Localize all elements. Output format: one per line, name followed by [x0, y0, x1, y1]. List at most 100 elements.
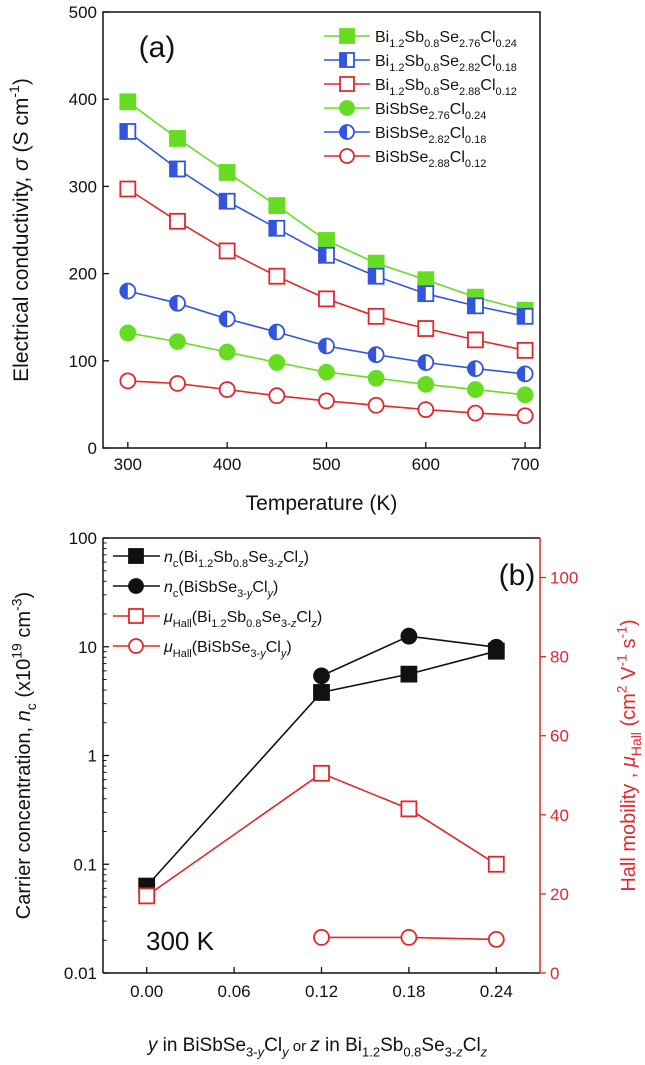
marker-shape [400, 627, 418, 645]
marker-outline [169, 160, 186, 178]
legend-marker [128, 548, 144, 564]
x-axis-title-part: in BiSbSe [157, 1035, 246, 1056]
data-point [367, 307, 385, 325]
x-axis-title-part: Se [421, 1035, 444, 1056]
marker-shape [516, 386, 534, 404]
y-right-tick-label: 40 [550, 806, 569, 825]
data-point [169, 130, 186, 147]
y-right-tick-label: 60 [550, 727, 569, 746]
y-left-axis-title-part: n [13, 710, 35, 721]
marker-outline [516, 365, 534, 383]
legend-label-part: 0.18 [465, 134, 486, 146]
data-point [119, 324, 137, 342]
marker-outline [318, 246, 335, 264]
y-left-tick-label: 0.1 [73, 855, 97, 874]
legend-label: BiSbSe2.82Cl0.18 [375, 125, 486, 146]
legend-label-part: 2.82 [459, 62, 480, 74]
series-line [146, 650, 497, 887]
series-2 [119, 180, 534, 359]
y-left-axis-title-part: 19 [9, 643, 25, 659]
marker-shape [268, 267, 286, 285]
data-point [400, 665, 418, 683]
legend-label-part: Hall [173, 648, 192, 660]
marker-half [120, 123, 128, 139]
legend-label-part: c [173, 588, 179, 600]
data-point [400, 800, 418, 818]
legend-marker [339, 28, 355, 44]
y-axis-title-part: -1 [6, 85, 22, 98]
panel-a-chart: 300 400 500 600 700 0 100 200 300 400 500 Temperatu… [6, 3, 541, 515]
legend-label: nc(BiSbSe3-yCly) [164, 579, 278, 600]
marker-shape [313, 764, 330, 782]
legend-label-part: 0.24 [465, 110, 486, 122]
marker-shape [339, 28, 355, 44]
data-point [218, 310, 236, 328]
data-point [119, 123, 137, 140]
data-point [218, 343, 236, 361]
marker-shape [218, 242, 236, 260]
marker-shape [318, 232, 335, 249]
marker-shape [169, 375, 186, 392]
y-axis-title-part: (S cm [10, 98, 33, 159]
data-point [169, 212, 186, 230]
y-left-axis-title-part: Carrier concentration, [13, 721, 35, 919]
legend-label-part: (BiSbSe [192, 639, 251, 656]
data-point [516, 365, 534, 383]
x-axis-title-part: or [289, 1038, 311, 1055]
legend-label-part: Bi [375, 29, 389, 46]
series-3 [119, 324, 534, 404]
legend-label-part: Se [439, 53, 459, 70]
y-left-axis-title-part: cm [13, 611, 35, 643]
data-point [313, 929, 330, 946]
legend-label-part: (BiSbSe [178, 579, 237, 596]
x-axis-title-part: z [480, 1045, 488, 1060]
data-point [218, 164, 236, 181]
x-tick-label: 300 [114, 455, 142, 474]
legend-label-part: c [173, 558, 179, 570]
marker-shape [318, 392, 335, 410]
data-point [268, 197, 286, 214]
data-point [516, 307, 534, 325]
legend-label-part: z [297, 558, 304, 570]
data-point [467, 381, 484, 398]
legend-label: Bi1.2Sb0.8Se2.82Cl0.18 [375, 53, 517, 74]
legend-label-part: Se [248, 549, 268, 566]
y-left-axis-title-part: c [23, 703, 39, 710]
marker-half [219, 193, 228, 209]
legend-label-part: z [310, 618, 317, 630]
data-point [318, 392, 335, 410]
data-point [268, 219, 286, 237]
data-point [318, 246, 335, 264]
series-1 [313, 627, 505, 685]
marker-shape [467, 331, 484, 349]
legend-label: μHall(BiSbSe3-yCly) [163, 639, 292, 660]
series-1 [119, 123, 534, 325]
marker-shape [169, 130, 186, 147]
marker-shape [268, 387, 286, 405]
legend-label-part: μ [163, 639, 173, 656]
data-point [516, 407, 534, 425]
series-2 [138, 764, 505, 905]
data-point [119, 372, 137, 390]
data-point [268, 323, 286, 341]
marker-outline [467, 297, 484, 315]
marker-shape [313, 667, 330, 685]
marker-half [368, 268, 377, 284]
marker-shape [417, 271, 435, 289]
x-tick-label: 0.06 [218, 982, 251, 1001]
legend-label-part: 3- [281, 618, 291, 630]
legend-label-part: Bi [375, 53, 389, 70]
marker-shape [467, 381, 484, 398]
marker-outline [318, 337, 335, 355]
legend-label-part: y [267, 588, 275, 600]
x-axis-title-part: y [146, 1035, 159, 1056]
panel-b-chart: 0.00 0.06 0.12 0.18 0.24 0.01 0.1 1 10 100 0 20 40 60… [9, 529, 644, 1060]
marker-shape [119, 93, 137, 111]
data-point [268, 354, 286, 371]
series-4 [119, 282, 534, 383]
data-point [169, 294, 186, 312]
marker-shape [268, 354, 286, 371]
y-tick-label: 200 [69, 265, 97, 284]
legend-label-part: μ [163, 609, 173, 626]
marker-shape [417, 401, 435, 419]
